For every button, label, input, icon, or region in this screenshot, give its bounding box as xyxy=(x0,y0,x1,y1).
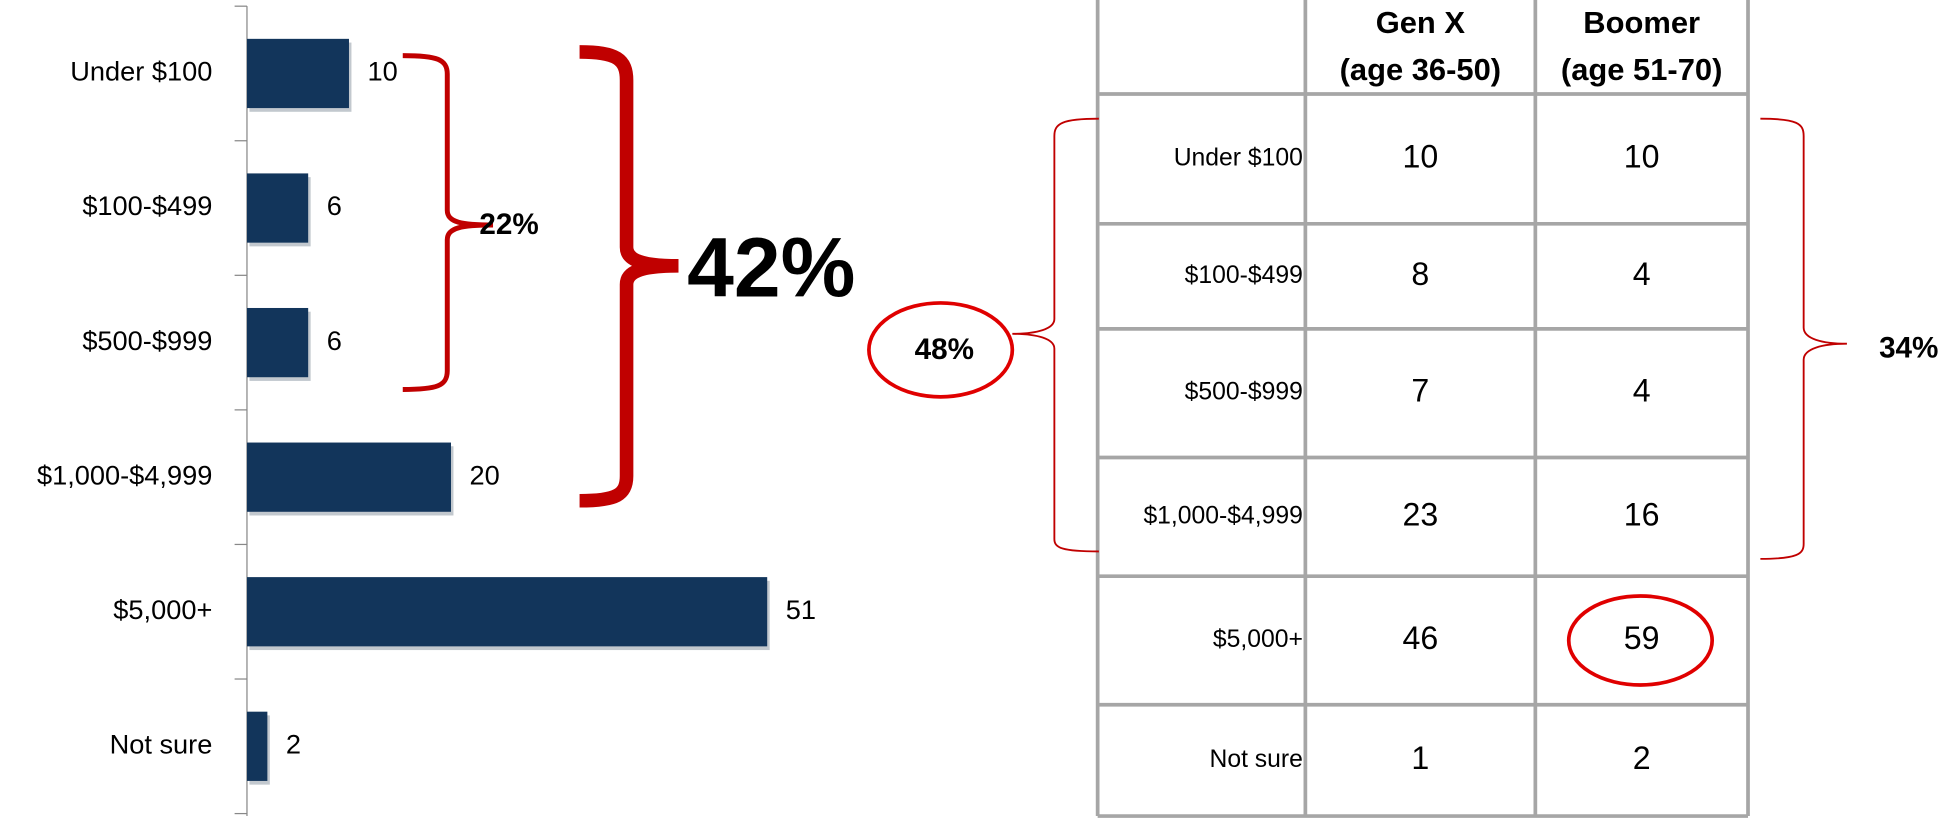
annotation: 22% xyxy=(479,208,538,241)
y-tick-label: $5,000+ xyxy=(113,594,212,625)
circle-48 xyxy=(867,301,1015,399)
bar xyxy=(246,173,309,243)
column-header: Boomer xyxy=(1583,5,1700,40)
bracket-48 xyxy=(1012,117,1099,553)
column-header: Gen X xyxy=(1376,5,1466,40)
annotation: 42% xyxy=(687,221,855,315)
y-tick-label: $500-$999 xyxy=(82,325,212,356)
value-label: 2 xyxy=(286,728,301,759)
row-label: Under $100 xyxy=(1174,144,1303,171)
bar xyxy=(246,577,768,647)
cell-value: 10 xyxy=(1402,138,1438,174)
cell-value: 2 xyxy=(1633,740,1651,776)
bracket-22 xyxy=(402,53,494,392)
bar xyxy=(246,38,349,109)
value-label: 6 xyxy=(327,190,342,221)
column-header: (age 36-50) xyxy=(1340,52,1501,87)
cell-value: 46 xyxy=(1402,620,1438,656)
cell-value: 16 xyxy=(1624,496,1660,532)
y-tick-label: $1,000-$4,999 xyxy=(37,459,212,490)
bar xyxy=(246,307,309,378)
cell-value: 23 xyxy=(1402,496,1438,532)
row-label: $500-$999 xyxy=(1185,379,1303,406)
cell-value: 10 xyxy=(1624,138,1660,174)
circle-59 xyxy=(1566,594,1715,687)
bar xyxy=(246,442,451,512)
value-label: 51 xyxy=(786,594,816,625)
value-label: 20 xyxy=(470,459,500,490)
value-label: 10 xyxy=(368,56,398,87)
row-label: $100-$499 xyxy=(1185,262,1303,289)
y-tick-label: $100-$499 xyxy=(82,190,212,221)
y-tick-label: Under $100 xyxy=(70,56,212,87)
value-label: 6 xyxy=(327,325,342,356)
cell-value: 4 xyxy=(1633,373,1651,409)
cell-value: 59 xyxy=(1624,620,1660,656)
table: Gen X (age 36-50) Boomer (age 51-70) Under $… xyxy=(1095,0,1750,818)
bar xyxy=(246,711,268,781)
row-label: $5,000+ xyxy=(1213,626,1303,653)
bracket-42 xyxy=(579,45,679,508)
cell-value: 1 xyxy=(1411,740,1429,776)
bracket-34 xyxy=(1760,117,1847,560)
row-label: Not sure xyxy=(1209,746,1302,773)
y-tick-label: Not sure xyxy=(110,728,213,759)
column-header: (age 51-70) xyxy=(1561,52,1722,87)
annotation: 34% xyxy=(1879,332,1938,365)
annotation: 48% xyxy=(915,333,974,366)
cell-value: 4 xyxy=(1633,256,1651,292)
cell-value: 7 xyxy=(1411,373,1429,409)
row-label: $1,000-$4,999 xyxy=(1143,502,1302,529)
brackets xyxy=(402,45,1847,687)
cell-value: 8 xyxy=(1411,256,1429,292)
bar-chart: Under $100 10 $100-$499 6 $500-$999 6 $1,000-$… xyxy=(37,5,816,817)
